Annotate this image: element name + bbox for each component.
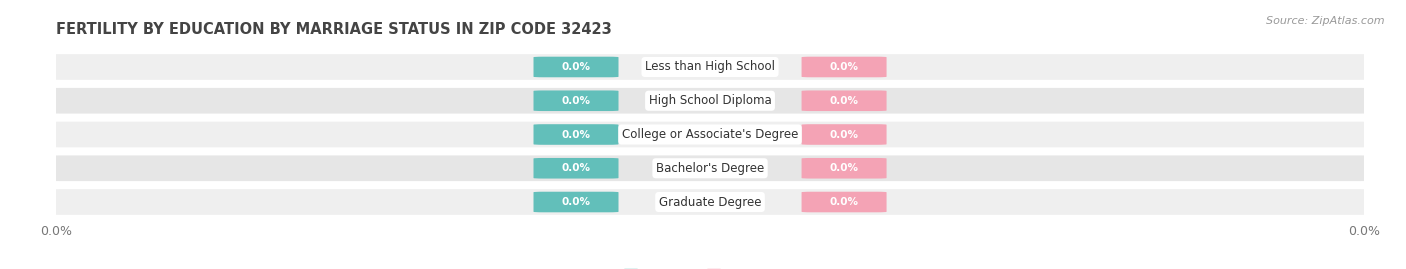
Text: 0.0%: 0.0% <box>561 96 591 106</box>
FancyBboxPatch shape <box>46 54 1374 80</box>
Text: 0.0%: 0.0% <box>561 163 591 173</box>
Text: High School Diploma: High School Diploma <box>648 94 772 107</box>
Text: 0.0%: 0.0% <box>830 96 859 106</box>
Text: 0.0%: 0.0% <box>830 163 859 173</box>
Text: 0.0%: 0.0% <box>561 62 591 72</box>
FancyBboxPatch shape <box>533 57 619 77</box>
FancyBboxPatch shape <box>46 189 1374 215</box>
FancyBboxPatch shape <box>46 122 1374 147</box>
Legend: Married, Unmarried: Married, Unmarried <box>619 264 801 269</box>
FancyBboxPatch shape <box>801 57 887 77</box>
Text: FERTILITY BY EDUCATION BY MARRIAGE STATUS IN ZIP CODE 32423: FERTILITY BY EDUCATION BY MARRIAGE STATU… <box>56 22 612 37</box>
Text: 0.0%: 0.0% <box>830 129 859 140</box>
Text: 0.0%: 0.0% <box>561 197 591 207</box>
Text: Graduate Degree: Graduate Degree <box>659 196 761 208</box>
FancyBboxPatch shape <box>801 192 887 212</box>
Text: Less than High School: Less than High School <box>645 61 775 73</box>
FancyBboxPatch shape <box>533 192 619 212</box>
FancyBboxPatch shape <box>533 90 619 111</box>
Text: College or Associate's Degree: College or Associate's Degree <box>621 128 799 141</box>
Text: 0.0%: 0.0% <box>830 197 859 207</box>
FancyBboxPatch shape <box>46 155 1374 181</box>
FancyBboxPatch shape <box>801 90 887 111</box>
FancyBboxPatch shape <box>801 158 887 179</box>
FancyBboxPatch shape <box>533 124 619 145</box>
Text: Source: ZipAtlas.com: Source: ZipAtlas.com <box>1267 16 1385 26</box>
Text: 0.0%: 0.0% <box>830 62 859 72</box>
Text: 0.0%: 0.0% <box>561 129 591 140</box>
FancyBboxPatch shape <box>533 158 619 179</box>
FancyBboxPatch shape <box>801 124 887 145</box>
Text: Bachelor's Degree: Bachelor's Degree <box>657 162 763 175</box>
FancyBboxPatch shape <box>46 88 1374 114</box>
